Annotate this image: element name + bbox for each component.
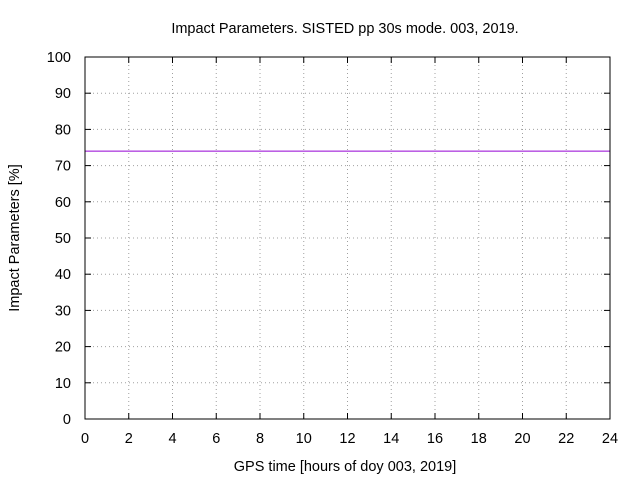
x-axis-label: GPS time [hours of doy 003, 2019] — [234, 459, 456, 475]
ticks: 0 2 4 6 8 10 12 14 16 18 20 22 240102030405060708090… — [47, 50, 618, 447]
y-tick-label: 0 — [63, 412, 71, 428]
x-tick-label: 0 — [81, 431, 89, 447]
y-axis-label: Impact Parameters [%] — [7, 164, 23, 311]
y-tick-label: 70 — [55, 159, 71, 175]
x-tick-label: 14 — [383, 431, 399, 447]
grid — [85, 57, 610, 419]
chart-title: Impact Parameters. SISTED pp 30s mode. 0… — [171, 21, 518, 37]
x-tick-label: 18 — [471, 431, 487, 447]
x-tick-label: 12 — [339, 431, 355, 447]
x-tick-label: 8 — [256, 431, 264, 447]
y-tick-label: 50 — [55, 231, 71, 247]
y-tick-label: 40 — [55, 267, 71, 283]
y-tick-label: 100 — [47, 50, 71, 66]
x-tick-label: 24 — [602, 431, 618, 447]
y-tick-label: 10 — [55, 376, 71, 392]
y-tick-label: 30 — [55, 303, 71, 319]
y-tick-label: 90 — [55, 86, 71, 102]
y-tick-label: 20 — [55, 340, 71, 356]
x-tick-label: 6 — [212, 431, 220, 447]
y-tick-label: 60 — [55, 195, 71, 211]
x-tick-label: 16 — [427, 431, 443, 447]
y-tick-label: 80 — [55, 122, 71, 138]
x-tick-label: 22 — [558, 431, 574, 447]
x-tick-label: 2 — [125, 431, 133, 447]
x-tick-label: 4 — [168, 431, 176, 447]
x-tick-label: 10 — [296, 431, 312, 447]
x-tick-label: 20 — [514, 431, 530, 447]
